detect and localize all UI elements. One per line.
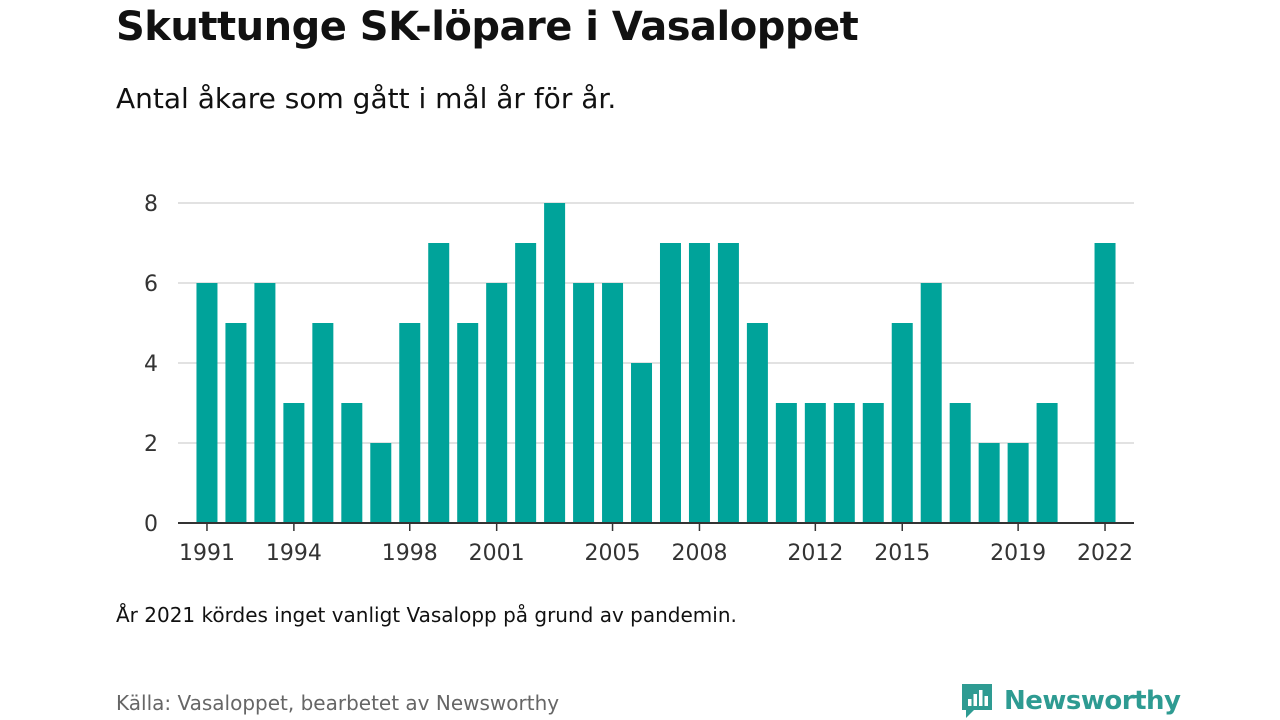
chart-subtitle: Antal åkare som gått i mål år för år. — [116, 82, 617, 115]
x-tick-label: 2001 — [469, 541, 525, 566]
bar-2000 — [457, 323, 479, 523]
x-tick-label: 2008 — [671, 541, 727, 566]
chart-note: År 2021 kördes inget vanligt Vasalopp på… — [116, 603, 737, 627]
y-tick-label: 6 — [144, 272, 158, 297]
y-tick-label: 4 — [144, 352, 158, 377]
source-credit: Källa: Vasaloppet, bearbetet av Newswort… — [116, 691, 560, 715]
bar-1993 — [254, 283, 276, 523]
bar-2015 — [891, 323, 913, 523]
bar-2019 — [1007, 443, 1029, 523]
x-tick-label: 2015 — [874, 541, 930, 566]
bar-2002 — [515, 243, 537, 523]
bar-1992 — [225, 323, 247, 523]
x-tick-label: 2022 — [1077, 541, 1133, 566]
bar-2007 — [659, 243, 681, 523]
y-tick-label: 8 — [144, 192, 158, 217]
bar-2017 — [949, 403, 971, 523]
bar-2003 — [544, 203, 566, 523]
bar-1995 — [312, 323, 334, 523]
x-tick-label: 1994 — [266, 541, 322, 566]
bar-2013 — [833, 403, 855, 523]
newsworthy-logo-text: Newsworthy — [1004, 686, 1181, 716]
bar-2001 — [486, 283, 508, 523]
bar-1994 — [283, 403, 305, 523]
bar-2005 — [602, 283, 624, 523]
bar-2009 — [717, 243, 739, 523]
bar-2004 — [573, 283, 595, 523]
x-axis-ticks: 1991 1994 1998 2001 2005 2008 2012 2015 2019 2022 — [179, 523, 1133, 566]
bar-2008 — [688, 243, 710, 523]
bar-1997 — [370, 443, 392, 523]
bar-2016 — [920, 283, 942, 523]
bar-1996 — [341, 403, 363, 523]
bar-2006 — [631, 363, 653, 523]
x-tick-label: 2012 — [787, 541, 843, 566]
bar-1998 — [399, 323, 421, 523]
bar-2020 — [1036, 403, 1058, 523]
bar-1991 — [196, 283, 218, 523]
bar-2014 — [862, 403, 884, 523]
bar-2012 — [804, 403, 826, 523]
newsworthy-logo: Newsworthy — [960, 682, 1181, 720]
bars — [196, 203, 1116, 523]
bar-chart: 0 2 4 6 8 1991 1994 1998 2001 2005 2008 2012 2015 20… — [144, 192, 1134, 566]
x-tick-label: 1998 — [382, 541, 438, 566]
x-tick-label: 2019 — [990, 541, 1046, 566]
y-axis-ticks: 0 2 4 6 8 — [144, 192, 158, 537]
y-tick-label: 2 — [144, 432, 158, 457]
bar-2010 — [746, 323, 768, 523]
x-tick-label: 1991 — [179, 541, 235, 566]
bar-2018 — [978, 443, 1000, 523]
newsworthy-logo-icon — [962, 684, 992, 718]
y-tick-label: 0 — [144, 512, 158, 537]
gridlines — [178, 202, 1134, 444]
bar-2011 — [775, 403, 797, 523]
bar-1999 — [428, 243, 450, 523]
x-tick-label: 2005 — [585, 541, 641, 566]
chart-title: Skuttunge SK-löpare i Vasaloppet — [116, 4, 859, 50]
bar-2022 — [1094, 243, 1116, 523]
